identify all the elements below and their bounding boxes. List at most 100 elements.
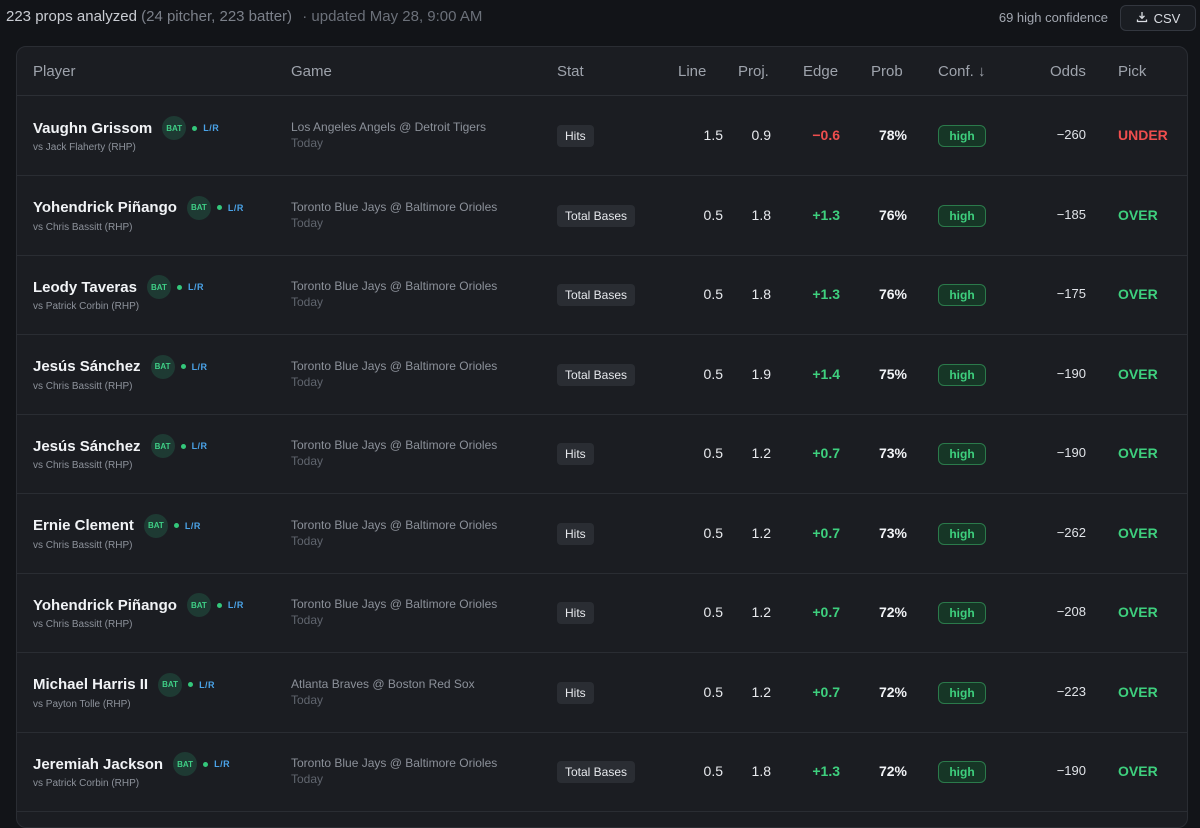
stat-badge: Total Bases xyxy=(557,284,636,306)
col-conf[interactable]: Conf. ↓ xyxy=(938,63,986,80)
pick-value: UNDER xyxy=(1118,127,1168,143)
projection-value: 1.2 xyxy=(751,604,771,620)
opponent-pitcher: vs Chris Bassitt (RHP) xyxy=(33,221,133,233)
confidence-badge: high xyxy=(938,125,986,147)
probability-value: 75% xyxy=(878,365,907,382)
player-name[interactable]: Jesús Sánchez xyxy=(33,437,141,455)
projection-value: 1.2 xyxy=(751,524,771,541)
player-name[interactable]: Yohendrick Piñango xyxy=(33,596,177,614)
game-time: Today xyxy=(291,533,324,548)
line-value: 0.5 xyxy=(703,365,723,382)
stat-badge: Total Bases xyxy=(557,761,636,783)
odds-value: −190 xyxy=(1056,365,1086,381)
col-line[interactable]: Line xyxy=(678,63,707,80)
table-row[interactable]: Ernie Clement BAT L/R vs Chris Bassitt (… xyxy=(17,494,1187,574)
edge-value: +0.7 xyxy=(812,683,840,700)
handedness-label: L/R xyxy=(187,282,204,292)
handedness-label: L/R xyxy=(199,679,216,690)
table-row[interactable]: Vaughn Grissom BAT L/R vs Jack Flaherty … xyxy=(17,96,1187,176)
line-value: 0.5 xyxy=(703,604,723,620)
table-row[interactable]: Michael Harris II BAT L/R vs Payton Toll… xyxy=(17,653,1187,733)
table-row[interactable]: Yohendrick Piñango BAT L/R vs Chris Bass… xyxy=(17,573,1187,653)
player-name[interactable]: Michael Harris II xyxy=(33,676,149,693)
opponent-pitcher: vs Chris Bassitt (RHP) xyxy=(33,380,133,392)
projection-value: 1.2 xyxy=(751,683,771,700)
player-name[interactable]: Yohendrick Piñango xyxy=(33,199,177,216)
opponent-pitcher: vs Patrick Corbin (RHP) xyxy=(33,301,140,312)
player-name[interactable]: Ernie Clement xyxy=(33,517,134,534)
player-cell: Yohendrick Piñango BAT L/R xyxy=(33,593,244,617)
edge-value: +1.4 xyxy=(812,365,840,382)
line-value: 0.5 xyxy=(703,683,723,700)
player-cell: Leody Taveras BAT L/R xyxy=(33,275,204,299)
edge-value: +1.3 xyxy=(812,763,840,779)
probability-value: 72% xyxy=(878,763,907,779)
col-game[interactable]: Game xyxy=(291,63,332,80)
line-value: 0.5 xyxy=(703,206,723,223)
game-matchup: Toronto Blue Jays @ Baltimore Orioles xyxy=(291,358,498,373)
col-prob[interactable]: Prob xyxy=(871,63,903,80)
edge-value: +1.3 xyxy=(812,206,840,223)
edge-value: +0.7 xyxy=(812,524,840,541)
player-cell: Jesús Sánchez BAT L/R xyxy=(33,354,208,379)
batter-badge: BAT xyxy=(150,434,175,458)
handedness-label: L/R xyxy=(214,759,231,769)
edge-value: −0.6 xyxy=(812,127,840,143)
col-pick[interactable]: Pick xyxy=(1118,63,1147,80)
props-table: Player Game Stat Line Proj. Edge Prob Co… xyxy=(16,46,1188,828)
game-time: Today xyxy=(291,772,324,786)
status-dot-icon xyxy=(216,602,222,608)
col-stat[interactable]: Stat xyxy=(557,63,584,80)
confidence-badge: high xyxy=(938,681,986,704)
line-value: 0.5 xyxy=(703,763,723,779)
col-odds[interactable]: Odds xyxy=(1050,63,1086,80)
player-name[interactable]: Vaughn Grissom xyxy=(33,119,153,137)
table-row[interactable]: Jesús Sánchez BAT L/R vs Chris Bassitt (… xyxy=(17,414,1187,494)
player-name[interactable]: Leody Taveras xyxy=(33,278,137,296)
stat-badge: Hits xyxy=(557,443,594,465)
stat-badge: Hits xyxy=(557,522,594,545)
game-time: Today xyxy=(291,692,324,707)
odds-value: −208 xyxy=(1056,604,1086,619)
edge-value: +0.7 xyxy=(812,445,840,461)
batter-badge: BAT xyxy=(143,513,168,538)
col-edge[interactable]: Edge xyxy=(803,63,839,80)
odds-value: −223 xyxy=(1056,683,1086,699)
status-dot-icon xyxy=(188,682,194,687)
player-name[interactable]: Jesús Sánchez xyxy=(33,358,141,375)
game-matchup: Toronto Blue Jays @ Baltimore Orioles xyxy=(291,438,498,452)
pick-value: OVER xyxy=(1118,206,1158,223)
game-time: Today xyxy=(291,136,324,150)
stat-badge: Hits xyxy=(557,125,594,147)
line-value: 1.5 xyxy=(703,127,723,143)
game-matchup: Toronto Blue Jays @ Baltimore Orioles xyxy=(291,517,498,532)
batter-badge: BAT xyxy=(158,672,183,697)
probability-value: 76% xyxy=(878,286,907,302)
table-row[interactable]: Jesús Sánchez BAT L/R vs Chris Bassitt (… xyxy=(17,335,1187,415)
probability-value: 78% xyxy=(878,127,907,143)
odds-value: −190 xyxy=(1056,445,1086,460)
csv-export-button[interactable]: CSV xyxy=(1120,5,1196,31)
opponent-pitcher: vs Jack Flaherty (RHP) xyxy=(33,142,136,153)
handedness-label: L/R xyxy=(184,520,201,531)
opponent-pitcher: vs Chris Bassitt (RHP) xyxy=(33,539,133,551)
probability-value: 72% xyxy=(878,604,907,620)
table-row[interactable]: Yohendrick Piñango BAT L/R vs Chris Bass… xyxy=(17,176,1187,256)
probability-value: 73% xyxy=(878,445,907,461)
pick-value: OVER xyxy=(1118,763,1158,779)
player-name[interactable]: Jeremiah Jackson xyxy=(33,755,164,773)
player-cell: Ernie Clement BAT L/R xyxy=(33,513,201,538)
table-row[interactable]: Leody Taveras BAT L/R vs Patrick Corbin … xyxy=(17,255,1187,335)
player-cell: Vaughn Grissom BAT L/R xyxy=(33,116,219,140)
confidence-badge: high xyxy=(938,761,986,783)
props-count: 223 props analyzed xyxy=(6,8,137,25)
col-player[interactable]: Player xyxy=(33,63,76,80)
probability-value: 72% xyxy=(878,683,907,700)
col-proj[interactable]: Proj. xyxy=(738,63,769,80)
handedness-label: L/R xyxy=(227,600,244,610)
pick-value: OVER xyxy=(1118,683,1158,700)
projection-value: 1.2 xyxy=(751,445,771,461)
odds-value: −260 xyxy=(1056,127,1086,142)
stat-badge: Hits xyxy=(557,681,594,704)
table-row[interactable]: Jeremiah Jackson BAT L/R vs Patrick Corb… xyxy=(17,732,1187,812)
